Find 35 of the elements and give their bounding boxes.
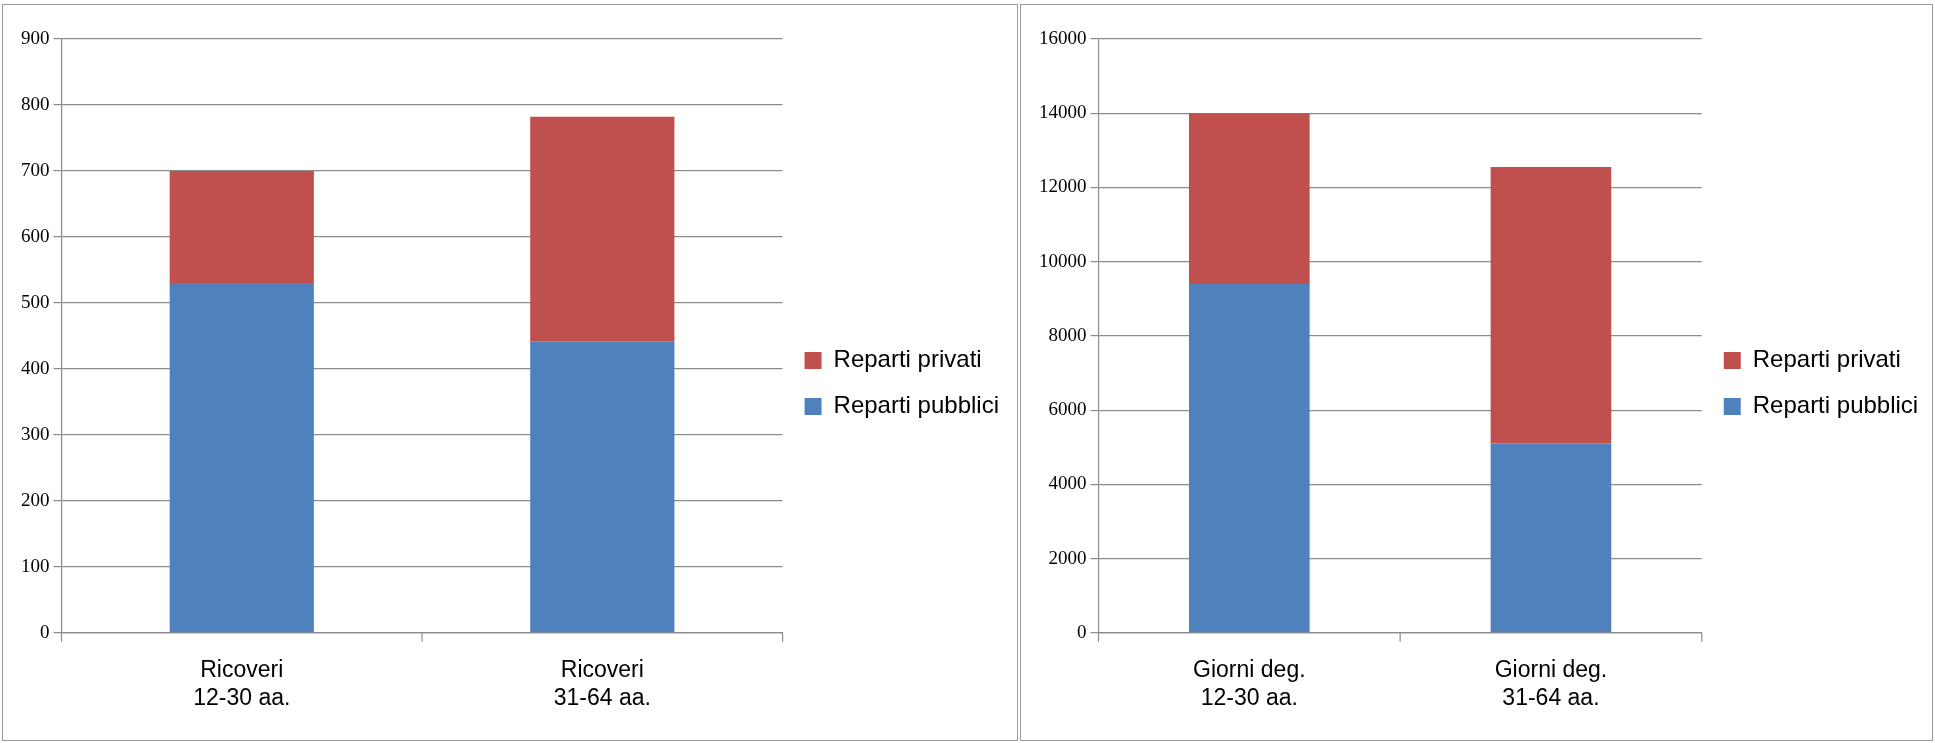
y-tick-label: 600 (21, 224, 50, 246)
y-tick-label: 700 (21, 158, 50, 180)
y-tick-label: 500 (21, 290, 50, 312)
y-tick-label: 400 (21, 356, 50, 378)
x-tick-label: Ricoveri 31-64 aa. (553, 655, 651, 710)
legend-label: Reparti pubblici (833, 391, 999, 419)
y-tick-label: 0 (1077, 620, 1087, 642)
legend-label: Reparti privati (1752, 345, 1901, 373)
bar (530, 341, 675, 633)
y-tick-label: 6000 (1048, 398, 1087, 420)
y-tick-label: 16000 (1039, 26, 1087, 48)
y-tick-label: 0 (40, 620, 50, 642)
y-tick-label: 12000 (1039, 175, 1087, 197)
y-tick-label: 900 (21, 26, 50, 48)
bar (530, 116, 675, 342)
y-tick-label: 300 (21, 422, 50, 444)
bar (1188, 113, 1310, 284)
y-tick-label: 100 (21, 554, 50, 576)
bar (1490, 167, 1612, 444)
y-tick-label: 8000 (1048, 323, 1087, 345)
bar (169, 170, 314, 284)
y-tick-label: 4000 (1048, 472, 1087, 494)
bar (1490, 443, 1612, 633)
x-tick-label: Ricoveri 12-30 aa. (193, 655, 291, 710)
bar (1188, 283, 1310, 633)
y-tick-label: 2000 (1048, 546, 1087, 568)
y-tick-label: 800 (21, 92, 50, 114)
x-tick-label: Giorni deg. 12-30 aa. (1193, 655, 1306, 710)
x-tick-label: Giorni deg. 31-64 aa. (1494, 655, 1608, 710)
legend-label: Reparti privati (833, 345, 982, 373)
y-tick-label: 200 (21, 488, 50, 510)
y-tick-label: 10000 (1039, 249, 1087, 271)
bar (169, 283, 314, 633)
y-tick-label: 14000 (1039, 101, 1087, 123)
legend-label: Reparti pubblici (1752, 391, 1919, 419)
